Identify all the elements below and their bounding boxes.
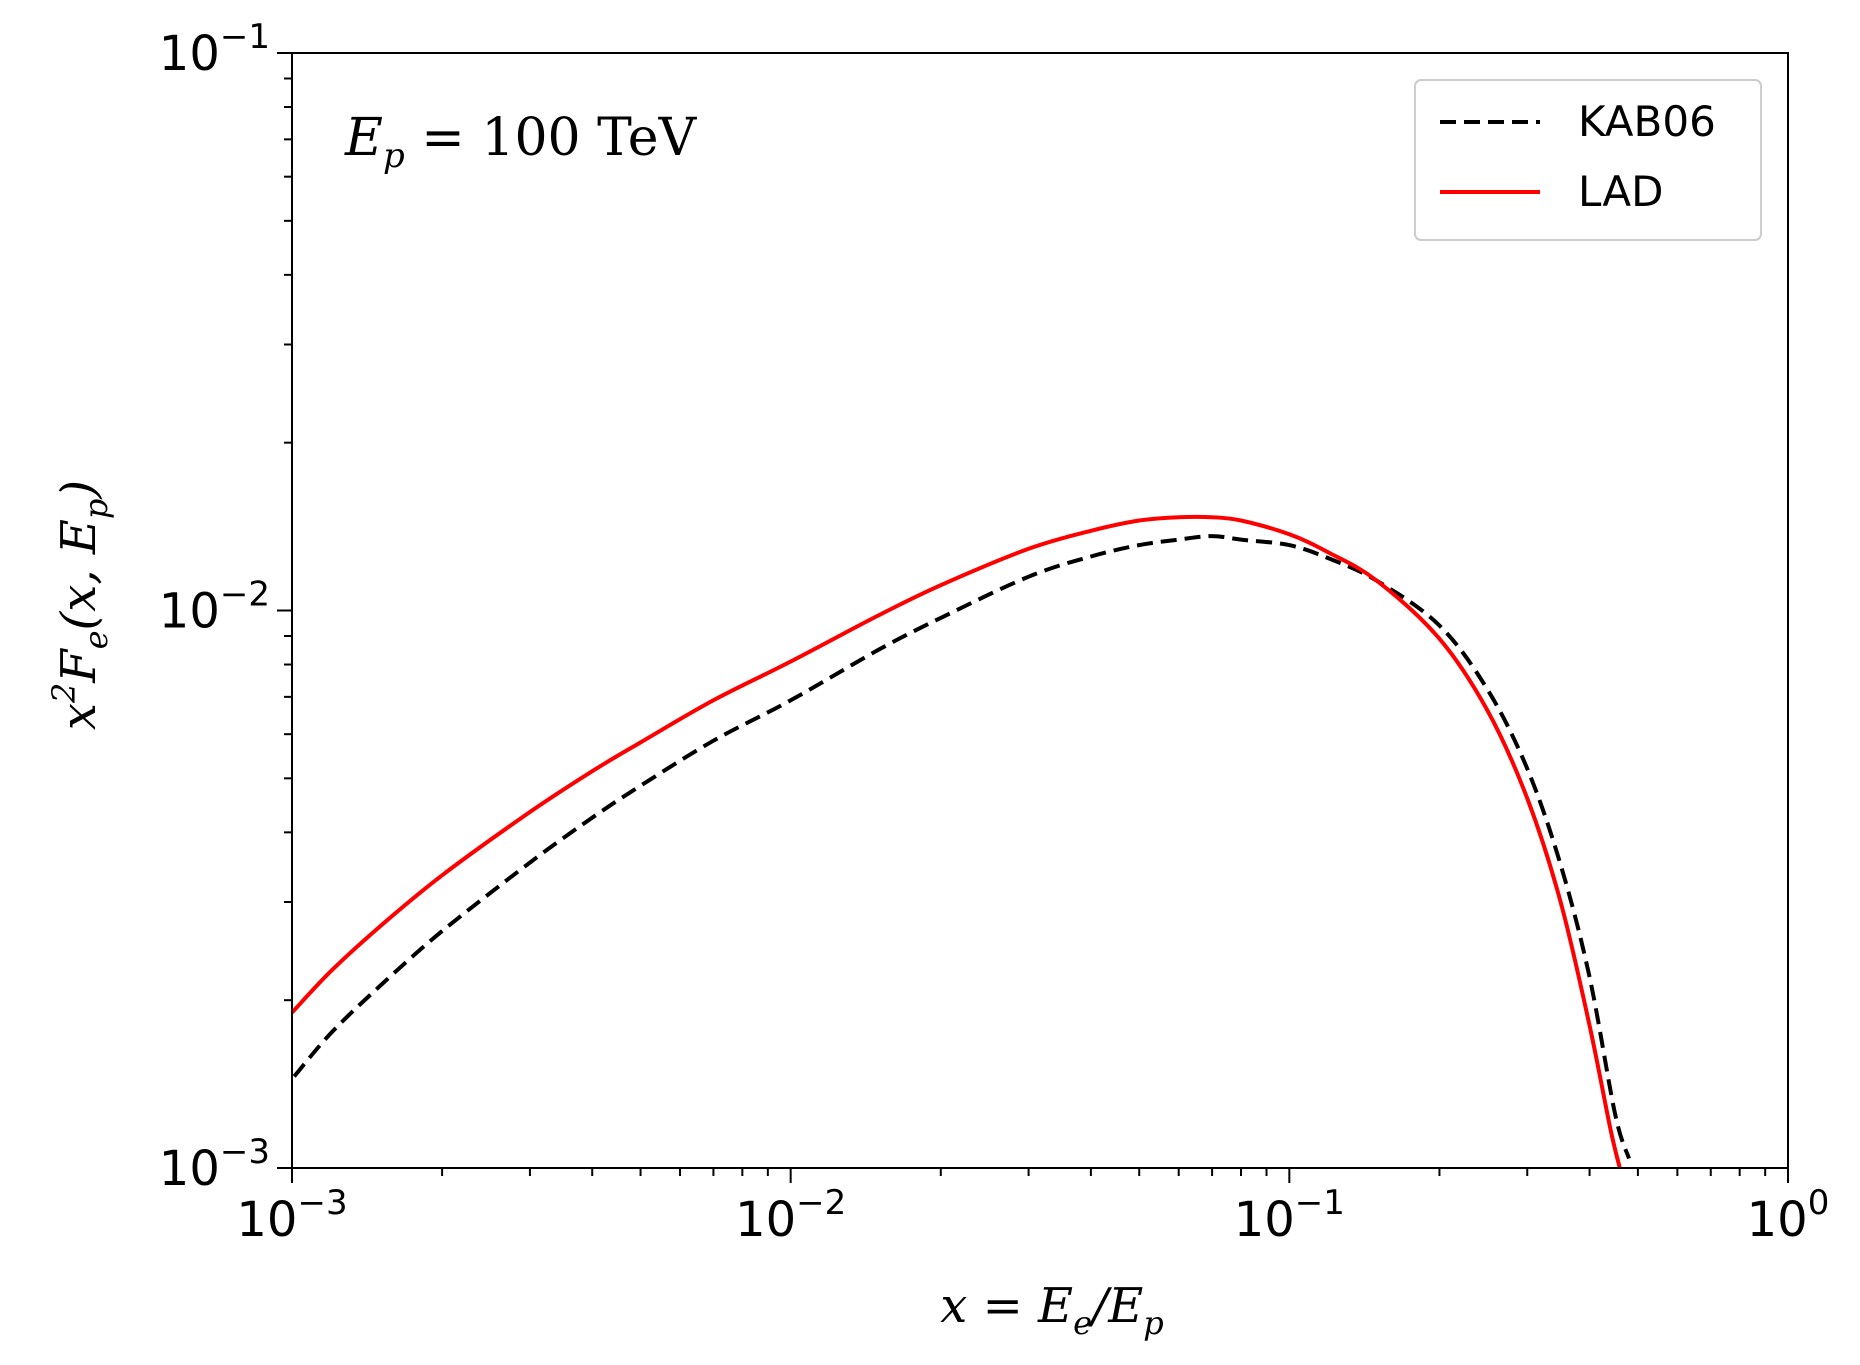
x-axis-label: x = Ee/Ep	[940, 1278, 1163, 1342]
series-line-kab06	[292, 534, 1631, 1160]
y-tick-label: 10−3	[159, 1132, 270, 1197]
y-axis-label: x2Fe(x, Ep)	[45, 480, 115, 730]
minor-ticks	[284, 77, 1767, 1176]
major-ticks: 10−3 10−2 10−1 100 10−3 10−2 10−1	[159, 17, 1830, 1248]
y-tick-label: 10−2	[159, 575, 270, 640]
legend: KAB06 LAD	[1414, 79, 1762, 241]
x-tick-label: 100	[1747, 1183, 1830, 1248]
energy-annotation: Ep = 100 TeV	[344, 108, 698, 176]
y-tick-label: 10−1	[159, 17, 270, 82]
series-line-lad	[290, 514, 1622, 1169]
legend-label-kab06: KAB06	[1578, 97, 1716, 146]
legend-label-lad: LAD	[1578, 167, 1663, 216]
series-layer	[290, 514, 1631, 1169]
x-tick-label: 10−2	[735, 1183, 846, 1248]
x-tick-label: 10−1	[1234, 1183, 1345, 1248]
plot-frame	[291, 52, 1789, 1169]
x-tick-label: 10−3	[236, 1183, 347, 1248]
